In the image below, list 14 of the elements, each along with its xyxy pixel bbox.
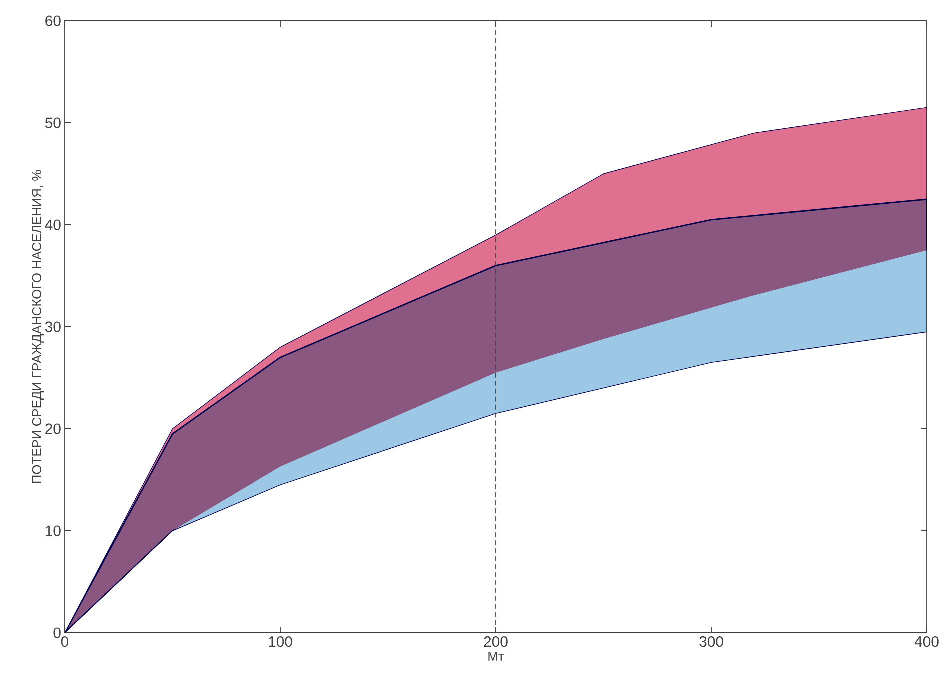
x-tick-label: 0 [61, 636, 69, 648]
x-tick-label: 300 [700, 636, 724, 648]
y-tick-label: 40 [45, 220, 61, 230]
x-axis-title: Мт [488, 652, 504, 661]
x-tick-label: 200 [484, 636, 508, 648]
y-tick-label: 50 [45, 118, 61, 128]
y-tick-label: 0 [54, 628, 61, 638]
y-tick-label: 60 [46, 16, 61, 26]
y-axis-title: ПОТЕРИ СРЕДИ ГРАЖДАНСКОГО НАСЕЛЕНИЯ, % [32, 170, 44, 484]
x-tick-label: 100 [269, 636, 292, 648]
x-tick-label: 400 [914, 636, 939, 648]
y-tick-label: 30 [45, 322, 61, 332]
y-tick-label: 20 [46, 424, 61, 434]
y-tick-label: 10 [46, 526, 61, 536]
